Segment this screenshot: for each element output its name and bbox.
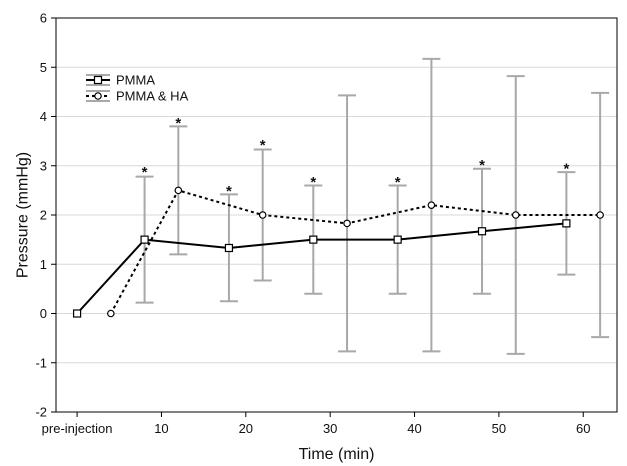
significance-star: * [395, 174, 401, 191]
y-tick-label: 3 [40, 158, 47, 173]
x-axis-title: Time (min) [299, 446, 375, 463]
data-point-circle [427, 201, 436, 209]
data-point-circle [343, 219, 351, 228]
series-line-pmma [76, 222, 567, 315]
x-tick-label: pre-injection [42, 421, 113, 436]
y-tick-label: 1 [40, 257, 47, 272]
significance-star: * [260, 137, 266, 154]
y-axis-ticks: -2 -1 0 1 2 3 4 5 6 [35, 11, 56, 420]
significance-star: * [310, 174, 316, 191]
significance-star: * [142, 164, 148, 181]
data-point-circle [511, 211, 520, 219]
x-tick-label: 40 [407, 421, 421, 436]
significance-markers: * * * * * * * * [142, 115, 570, 200]
data-point-square [477, 227, 487, 236]
x-tick-label: 20 [239, 421, 253, 436]
series-markers [72, 186, 604, 318]
x-tick-label: 10 [154, 421, 168, 436]
data-point-circle [258, 211, 267, 219]
data-point-square [393, 235, 402, 244]
data-point-square [224, 243, 234, 253]
legend-item: PMMA [86, 73, 155, 88]
significance-star: * [479, 157, 485, 174]
legend-item: PMMA & HA [86, 89, 189, 104]
y-tick-label: 2 [40, 208, 47, 223]
data-point-square [140, 235, 149, 244]
y-tick-label: -2 [35, 405, 47, 420]
x-tick-label: 50 [492, 421, 506, 436]
data-point-square [562, 219, 571, 228]
significance-star: * [226, 183, 232, 200]
series-line-pmma-ha [109, 189, 601, 314]
gridlines [56, 66, 617, 364]
significance-star: * [563, 160, 569, 177]
y-tick-label: 5 [40, 60, 47, 75]
data-point-circle [107, 309, 115, 318]
data-point-square [72, 309, 82, 318]
data-point-circle [596, 211, 604, 219]
data-point-square [309, 235, 318, 244]
data-point-circle [174, 186, 183, 195]
y-tick-label: 0 [40, 306, 47, 321]
legend-label: PMMA [116, 73, 155, 88]
significance-star: * [175, 115, 181, 132]
error-bars [135, 57, 610, 355]
legend-marker-square [93, 75, 103, 85]
y-axis-title: Pressure (mmHg) [15, 152, 32, 278]
x-tick-label: 30 [323, 421, 337, 436]
legend-marker-circle [94, 92, 102, 100]
y-tick-label: 6 [40, 11, 47, 26]
x-tick-label: 60 [576, 421, 590, 436]
x-axis-ticks: pre-injection 10 20 30 40 50 60 [42, 412, 590, 436]
y-tick-label: -1 [35, 355, 47, 370]
y-tick-label: 4 [40, 109, 47, 124]
series-lines [76, 189, 601, 315]
legend-label: PMMA & HA [116, 89, 189, 104]
